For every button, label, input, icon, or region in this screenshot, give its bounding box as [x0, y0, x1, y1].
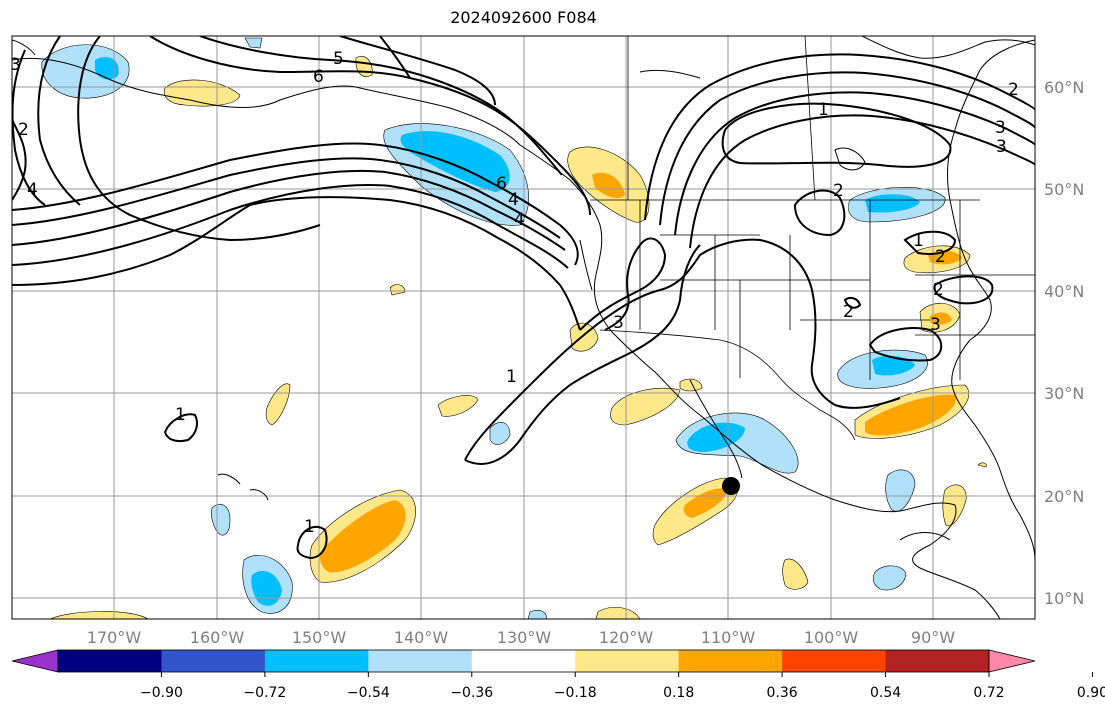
- lon-label: 170°W: [87, 628, 142, 647]
- colorbar-tick-label: −0.90: [140, 685, 183, 701]
- contour-label: 1: [818, 100, 829, 120]
- contour-label: 2: [843, 302, 854, 322]
- contour-label: 3: [613, 313, 624, 333]
- colorbar-tick-label: 0.18: [663, 685, 694, 701]
- colorbar-tick-label: 0.72: [973, 685, 1004, 701]
- height-contours: [12, 36, 1035, 560]
- contour-label: 4: [514, 210, 525, 230]
- colorbar-segment: [58, 650, 162, 672]
- colorbar-segment: [471, 650, 576, 672]
- contour-label: 4: [27, 180, 38, 200]
- contour-label: 3: [930, 315, 941, 335]
- colorbar-tick-label: 0.54: [870, 685, 901, 701]
- colorbar-tick-label: −0.72: [243, 685, 286, 701]
- contour-label: 1: [506, 367, 517, 387]
- lon-label: 130°W: [497, 628, 552, 647]
- lon-label: 140°W: [394, 628, 449, 647]
- contour-label: 1: [913, 231, 924, 251]
- colorbar-extend-low: [12, 650, 58, 672]
- contour-label: 1: [304, 517, 315, 537]
- contour-label: 2: [833, 181, 844, 201]
- colorbar-tick-label: −0.54: [347, 685, 390, 701]
- contour-label: 2: [18, 120, 29, 140]
- coastlines: [12, 36, 1035, 619]
- contour-label: 3: [995, 118, 1006, 138]
- lon-label: 150°W: [292, 628, 347, 647]
- lat-label: 10°N: [1044, 589, 1084, 608]
- map-title: 2024092600 F084: [450, 8, 597, 27]
- lon-label: 120°W: [599, 628, 654, 647]
- contour-label: 5: [333, 49, 344, 69]
- map-border: [11, 35, 1036, 620]
- colorbar-segment: [575, 650, 680, 672]
- contour-label: 2: [933, 280, 944, 300]
- colorbar-tick-label: −0.36: [450, 685, 493, 701]
- colorbar-segment: [782, 650, 887, 672]
- lat-label: 60°N: [1044, 78, 1084, 97]
- colorbar-tick-label: 0.36: [767, 685, 798, 701]
- lon-label: 90°W: [911, 628, 955, 647]
- colorbar-tick-label: −0.18: [554, 685, 597, 701]
- colorbar-segment: [678, 650, 783, 672]
- contour-label: 6: [313, 67, 324, 87]
- colorbar: −0.90 −0.72 −0.54 −0.36 −0.18 0.18 0.36 0.54 0.7…: [11, 649, 1105, 701]
- lat-label: 40°N: [1044, 282, 1084, 301]
- lat-label: 30°N: [1044, 384, 1084, 403]
- colorbar-segment: [264, 650, 369, 672]
- borders: [590, 36, 1035, 441]
- contour-label: 2: [1008, 80, 1019, 100]
- lat-label: 20°N: [1044, 487, 1084, 506]
- colorbar-segment: [368, 650, 473, 672]
- lon-label: 100°W: [804, 628, 859, 647]
- colorbar-segment: [161, 650, 266, 672]
- contour-labels: 5 6 2 4 6 4 1 2 3 3 3 2 2 3 1 1 1 2 3 1 …: [10, 49, 1019, 537]
- contour-label: 6: [496, 174, 507, 194]
- colorbar-tick-label: 0.90: [1077, 685, 1105, 701]
- colorbar-segment: [885, 650, 990, 672]
- lon-label: 110°W: [701, 628, 756, 647]
- lat-label: 50°N: [1044, 180, 1084, 199]
- storm-center-marker: [722, 477, 740, 495]
- colorbar-extend-high: [989, 650, 1035, 672]
- contour-label: 3: [996, 137, 1007, 157]
- lon-label: 160°W: [190, 628, 245, 647]
- contour-label: 1: [175, 405, 186, 425]
- contour-label: 2: [935, 247, 946, 267]
- contour-label: 3: [10, 55, 21, 75]
- latitude-labels: 60°N 50°N 40°N 30°N 20°N 10°N: [1044, 78, 1084, 608]
- contour-label: 4: [508, 190, 519, 210]
- longitude-labels: 170°W 160°W 150°W 140°W 130°W 120°W 110°…: [87, 628, 955, 647]
